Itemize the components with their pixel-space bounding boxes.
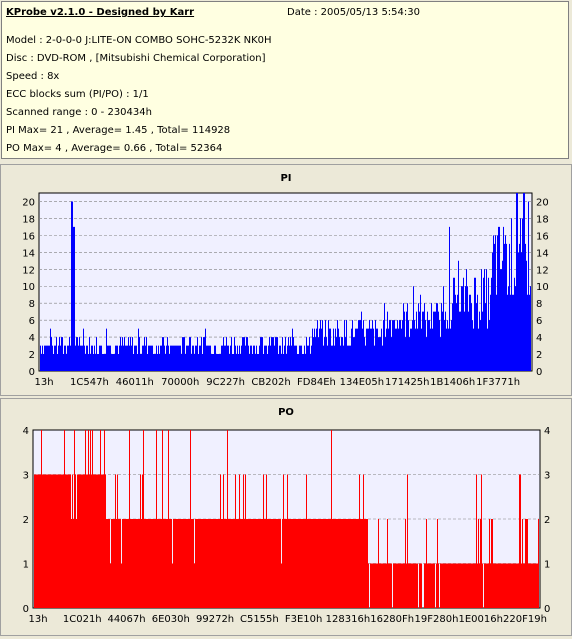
y-tick-right-0-0: 0: [536, 367, 542, 378]
y-tick-left-0-7: 14: [22, 248, 35, 259]
drive-model: Model : 2-0-0-0 J:LITE-ON COMBO SOHC-523…: [6, 35, 272, 46]
x-tick-label-1-4: 99272h: [196, 614, 234, 625]
y-tick-right-0-5: 10: [536, 282, 549, 293]
y-tick-right-0-6: 12: [536, 265, 549, 276]
y-tick-left-0-10: 20: [22, 197, 35, 208]
x-tick-label-0-8: 171425h: [385, 377, 430, 388]
x-tick-label-1-2: 44067h: [107, 614, 145, 625]
po-chart-panel: PO 0 0 1 1 2 2 3 3 4 4 13h 1C021h 44067h 6E030h 99272h C…: [0, 398, 572, 636]
data-bars-1: [34, 430, 539, 608]
x-tick-label-1-9: 19F280h: [415, 614, 459, 625]
data-bars-0: [40, 193, 531, 371]
y-tick-right-1-2: 2: [544, 515, 550, 526]
x-tick-label-0-6: FD84Eh: [297, 377, 336, 388]
y-tick-right-0-9: 18: [536, 214, 549, 225]
y-tick-right-0-4: 8: [536, 299, 542, 310]
y-tick-left-1-1: 1: [23, 560, 29, 571]
y-tick-left-0-0: 0: [29, 367, 35, 378]
scan-speed: Speed : 8x: [6, 71, 60, 82]
y-tick-right-0-3: 6: [536, 316, 542, 327]
y-tick-left-0-4: 8: [29, 299, 35, 310]
y-tick-right-1-1: 1: [544, 560, 550, 571]
x-tick-label-0-5: CB202h: [251, 377, 290, 388]
y-tick-right-0-2: 4: [536, 333, 542, 344]
scan-info-panel: KProbe v2.1.0 - Designed by Karr Date : …: [1, 1, 569, 159]
pi-statistics: PI Max= 21 , Average= 1.45 , Total= 1149…: [6, 125, 231, 136]
x-tick-label-0-4: 9C227h: [206, 377, 245, 388]
y-tick-left-1-0: 0: [23, 604, 29, 615]
y-tick-left-0-6: 12: [22, 265, 35, 276]
y-tick-left-1-3: 3: [23, 471, 29, 482]
y-tick-right-0-7: 14: [536, 248, 549, 259]
x-tick-label-1-8: 16280Fh: [370, 614, 414, 625]
po-chart: PO 0 0 1 1 2 2 3 3 4 4 13h 1C021h 44067h 6E030h 99272h C…: [23, 407, 551, 625]
chart-title-1: PO: [278, 407, 294, 418]
y-tick-right-0-10: 20: [536, 197, 549, 208]
y-tick-left-0-3: 6: [29, 316, 35, 327]
x-tick-label-0-10: 1F3771h: [476, 377, 520, 388]
disc-type: Disc : DVD-ROM , [Mitsubishi Chemical Co…: [6, 53, 266, 64]
x-tick-label-0-9: 1B1406h: [430, 377, 475, 388]
y-tick-left-1-4: 4: [23, 426, 29, 437]
y-tick-left-0-2: 4: [29, 333, 35, 344]
po-statistics: PO Max= 4 , Average= 0.66 , Total= 52364: [6, 143, 223, 154]
chart-title-0: PI: [280, 173, 291, 184]
y-tick-right-0-1: 2: [536, 350, 542, 361]
scanned-range: Scanned range : 0 - 230434h: [6, 107, 152, 118]
x-tick-label-1-10: 1E0016h: [458, 614, 502, 625]
y-tick-left-0-1: 2: [29, 350, 35, 361]
y-tick-right-1-4: 4: [544, 426, 550, 437]
x-tick-label-1-0: 13h: [28, 614, 47, 625]
x-tick-label-1-7: 128316h: [326, 614, 371, 625]
x-tick-label-0-0: 13h: [34, 377, 53, 388]
y-tick-right-1-3: 3: [544, 471, 550, 482]
x-tick-label-1-6: F3E10h: [285, 614, 323, 625]
x-tick-label-1-5: C5155h: [240, 614, 279, 625]
y-tick-right-0-8: 16: [536, 231, 549, 242]
pi-chart-panel: PI 0 0 2 2 4 4 6 6 8 8 10 10 12 12 14 14 16 16 18 18 20 20 13h 1…: [0, 164, 572, 396]
x-tick-label-1-11: 220F19h: [503, 614, 547, 625]
y-tick-right-1-0: 0: [544, 604, 550, 615]
y-tick-left-0-8: 16: [22, 231, 35, 242]
pi-chart: PI 0 0 2 2 4 4 6 6 8 8 10 10 12 12 14 14 16 16 18 18 20 20 13h 1…: [22, 173, 549, 388]
x-tick-label-1-3: 6E030h: [152, 614, 190, 625]
x-tick-label-0-7: 134E05h: [340, 377, 384, 388]
y-tick-left-1-2: 2: [23, 515, 29, 526]
x-tick-label-0-1: 1C547h: [70, 377, 109, 388]
x-tick-label-0-3: 70000h: [161, 377, 199, 388]
y-tick-left-0-9: 18: [22, 214, 35, 225]
x-tick-label-1-1: 1C021h: [63, 614, 102, 625]
app-title: KProbe v2.1.0 - Designed by Karr: [6, 7, 195, 18]
ecc-blocks: ECC blocks sum (PI/PO) : 1/1: [6, 89, 149, 100]
x-tick-label-0-2: 46011h: [116, 377, 154, 388]
scan-date: Date : 2005/05/13 5:54:30: [287, 7, 420, 18]
y-tick-left-0-5: 10: [22, 282, 35, 293]
